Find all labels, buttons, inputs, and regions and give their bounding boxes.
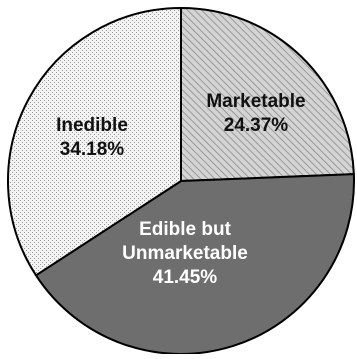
pie-slices [7,7,355,355]
pie-slice-edible-but-unmarketable [34,173,355,355]
pie-labels: Marketable 24.37% Edible but Unmarketable 41… [56,91,306,288]
pie-slice-label: Inedible [56,115,128,136]
pie-slice-label: Marketable [206,91,305,112]
pie-slice-percent-label: 34.18% [60,139,125,160]
pie-slice-inedible [7,7,182,277]
pie-slice-label: Unmarketable [122,243,248,264]
pie-slice-label: Edible but [139,219,232,240]
pie-slice-marketable [180,7,355,182]
pie-slice-percent-label: 24.37% [224,115,289,136]
pie-slice-percent-label: 41.45% [153,267,218,288]
